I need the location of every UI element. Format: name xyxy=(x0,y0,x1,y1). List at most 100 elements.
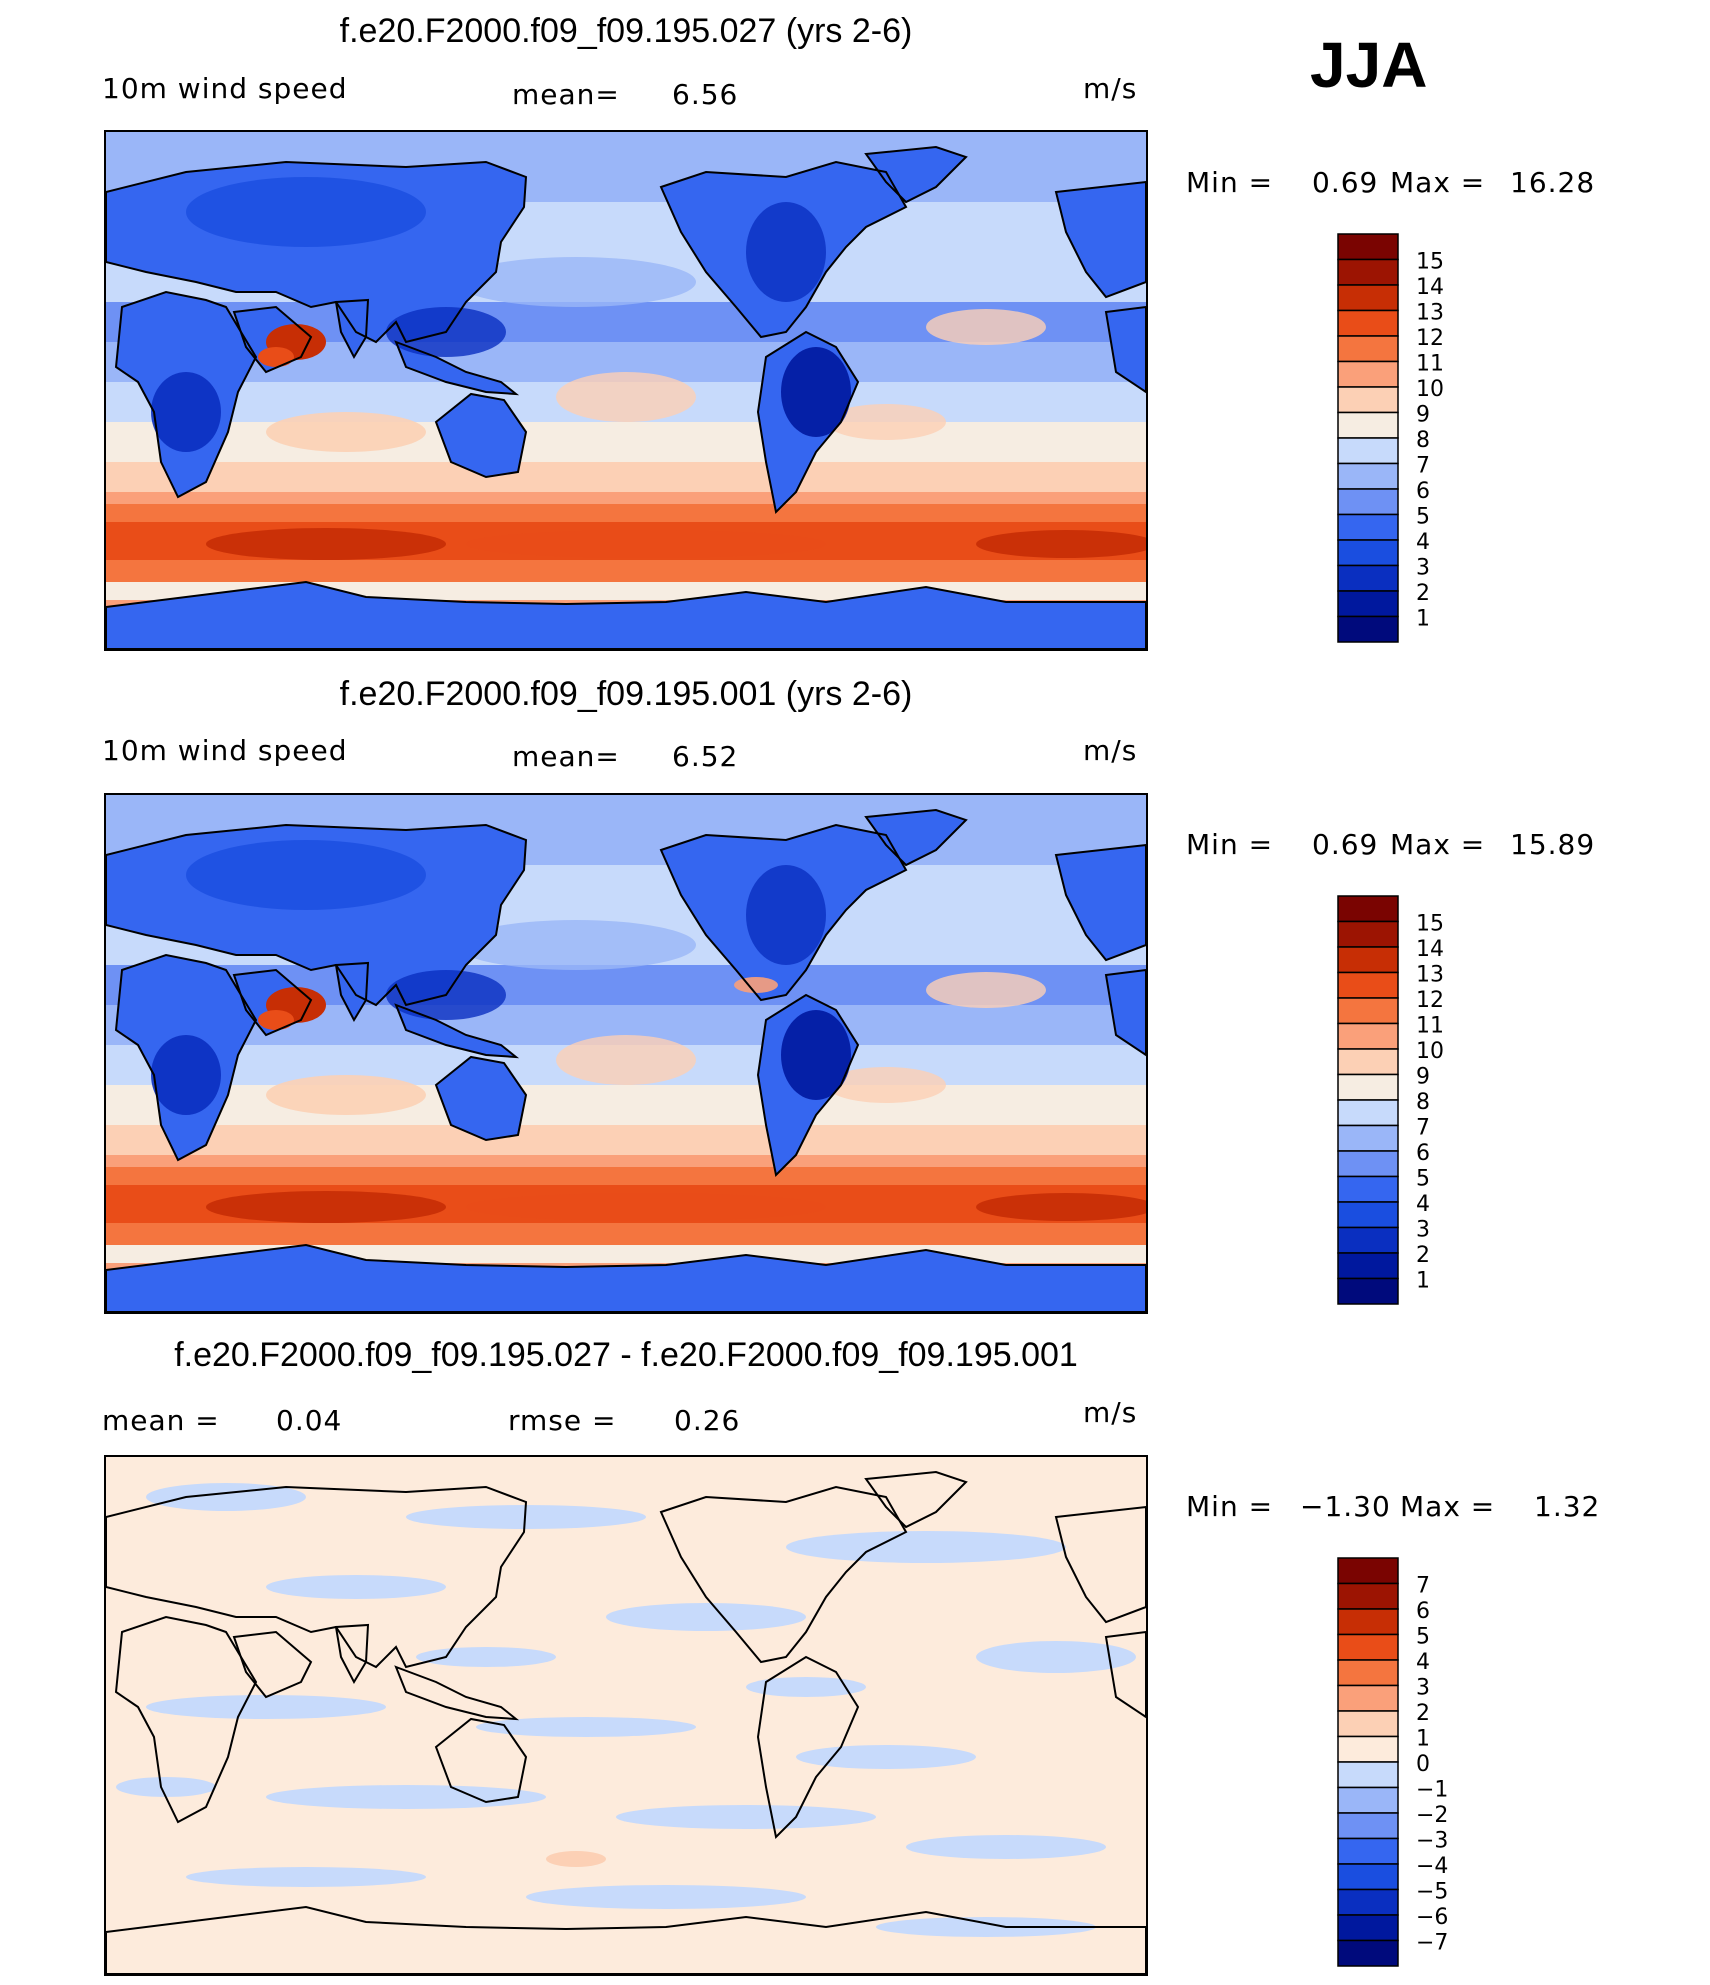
landmass xyxy=(436,1057,526,1140)
field-contour xyxy=(258,1010,294,1030)
coastline xyxy=(394,1003,520,1059)
colorbar-swatch xyxy=(1337,1786,1399,1814)
field-contour xyxy=(781,1010,851,1100)
panel-3-mean-label: mean = xyxy=(102,1404,220,1437)
panel-2-units: m/s xyxy=(1083,734,1138,767)
field-contour xyxy=(556,1035,696,1085)
field-contour xyxy=(826,1067,946,1103)
colorbar-swatch xyxy=(1337,1099,1399,1127)
colorbar-swatch xyxy=(1337,1048,1399,1076)
panel-1-max-label: Max = xyxy=(1390,166,1486,199)
colorbar-swatch xyxy=(1337,1608,1399,1636)
field-contour xyxy=(826,404,946,440)
colorbar-swatch xyxy=(1337,1914,1399,1942)
coastline xyxy=(1054,843,1146,962)
landmass xyxy=(866,810,966,865)
colorbar-tick-label: 12 xyxy=(1416,988,1444,1013)
panel-1-variable-label: 10m wind speed xyxy=(102,72,348,105)
field-contour xyxy=(266,1075,426,1115)
colorbar-swatch xyxy=(1337,1837,1399,1865)
colorbar-swatch xyxy=(1337,1557,1399,1585)
panel-1-mean-label: mean= xyxy=(512,78,620,111)
colorbar-tick-label: 4 xyxy=(1416,1650,1430,1675)
field-contour xyxy=(876,1917,1096,1937)
season-label: JJA xyxy=(1310,29,1428,101)
colorbar-tick-label: 15 xyxy=(1416,912,1444,937)
panel-1-mean-value: 6.56 xyxy=(672,78,739,111)
colorbar-swatch xyxy=(1337,615,1399,643)
colorbar-tick-label: 15 xyxy=(1416,250,1444,275)
field-contour xyxy=(116,1777,216,1797)
colorbar-swatch xyxy=(1337,233,1399,261)
coastline xyxy=(1104,1630,1146,1719)
field-band xyxy=(106,462,1146,497)
field-contour xyxy=(266,1785,546,1809)
colorbar-tick-label: 3 xyxy=(1416,556,1430,581)
colorbar-swatch xyxy=(1337,284,1399,312)
coastline xyxy=(232,305,313,374)
colorbar-tick-label: −3 xyxy=(1416,1829,1448,1854)
colorbar-swatch xyxy=(1337,1761,1399,1789)
coastline xyxy=(659,160,908,339)
panel-2-min-label: Min = xyxy=(1186,828,1274,861)
colorbar-swatch xyxy=(1337,1863,1399,1891)
field-contour xyxy=(606,1603,806,1631)
colorbar-tick-label: 10 xyxy=(1416,377,1444,402)
coastline xyxy=(334,961,370,1023)
field-contour xyxy=(456,257,696,307)
field-contour xyxy=(151,372,221,452)
field-contour xyxy=(786,1531,1066,1563)
field-contour xyxy=(266,1575,446,1599)
colorbar-swatch xyxy=(1337,1684,1399,1712)
panel-2-max-value: 15.89 xyxy=(1510,828,1596,861)
colorbar-swatch xyxy=(1337,895,1399,923)
field-contour xyxy=(206,528,446,560)
coastline xyxy=(659,1485,908,1664)
landmass xyxy=(106,1245,1146,1312)
field-contour xyxy=(258,347,294,367)
coastline xyxy=(864,1470,968,1529)
colorbar-swatch xyxy=(1337,1252,1399,1280)
colorbar-tick-label: 5 xyxy=(1416,505,1430,530)
colorbar-tick-label: 2 xyxy=(1416,1243,1430,1268)
field-band xyxy=(106,422,1146,462)
field-contour xyxy=(151,1035,221,1115)
panel-3-min-value: −1.30 xyxy=(1300,1490,1391,1523)
field-contour xyxy=(976,1641,1136,1673)
coastline xyxy=(232,1630,313,1699)
colorbar-swatch xyxy=(1337,1939,1399,1967)
colorbar-swatch xyxy=(1337,513,1399,541)
colorbar-tick-label: 12 xyxy=(1416,326,1444,351)
panel-1-colorbar: 15 14 13 12 11 10 9 8 7 6 5 4 3 2 1 xyxy=(1336,232,1496,652)
coastline xyxy=(1104,968,1146,1057)
coastline xyxy=(434,1717,528,1804)
colorbar-swatch xyxy=(1337,309,1399,337)
colorbar-tick-label: 5 xyxy=(1416,1167,1430,1192)
field-contour xyxy=(556,372,696,422)
field-contour xyxy=(266,412,426,452)
panel-1-map-svg xyxy=(106,132,1146,649)
coastline xyxy=(1054,180,1146,299)
colorbar-swatch xyxy=(1337,1022,1399,1050)
colorbar-tick-label: 0 xyxy=(1416,1752,1430,1777)
field-contour xyxy=(976,530,1146,558)
colorbar-tick-label: 5 xyxy=(1416,1625,1430,1650)
colorbar-tick-label: 3 xyxy=(1416,1676,1430,1701)
field-band xyxy=(106,1125,1146,1160)
colorbar-tick-label: 1 xyxy=(1416,1269,1430,1294)
field-contour xyxy=(476,1717,696,1737)
panel-2-map-svg xyxy=(106,795,1146,1312)
coastline xyxy=(434,1055,528,1142)
panel-3-map-svg xyxy=(106,1457,1146,1974)
colorbar-tick-label: 11 xyxy=(1416,1014,1444,1039)
field-band xyxy=(106,1167,1146,1187)
coastline xyxy=(106,1905,1146,1974)
colorbar-tick-label: 10 xyxy=(1416,1039,1444,1064)
colorbar-tick-label: 3 xyxy=(1416,1218,1430,1243)
field-band xyxy=(106,492,1146,507)
colorbar-tick-label: 1 xyxy=(1416,607,1430,632)
field-contour xyxy=(906,1835,1106,1859)
field-contour xyxy=(206,1191,446,1223)
field-contour xyxy=(746,865,826,965)
